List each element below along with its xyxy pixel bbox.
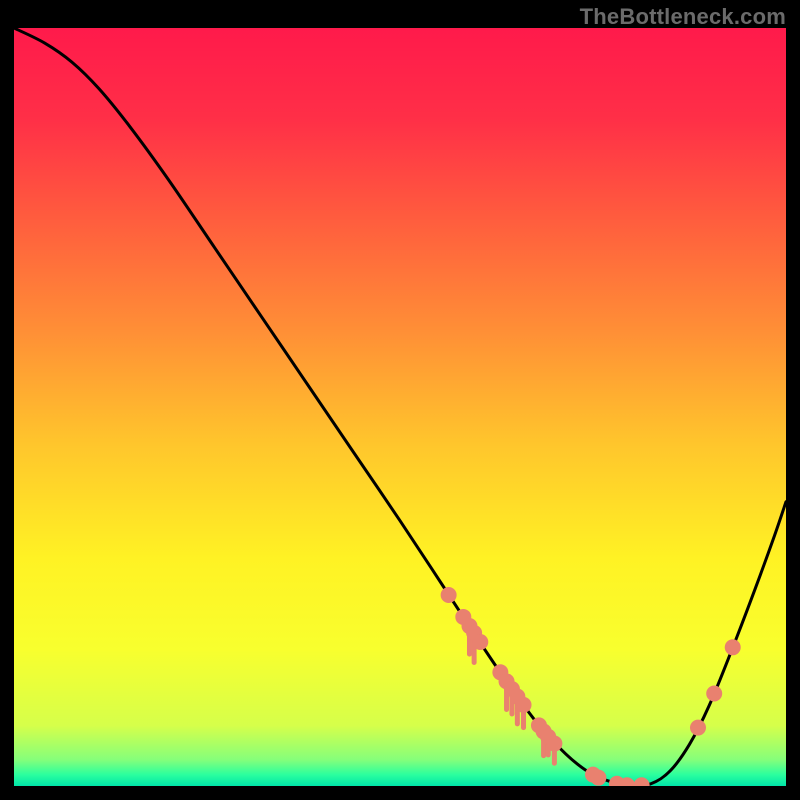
plot-area [14,28,786,786]
gradient-background [14,28,786,786]
chart-container: TheBottleneck.com [0,0,800,800]
watermark-text: TheBottleneck.com [580,4,786,30]
